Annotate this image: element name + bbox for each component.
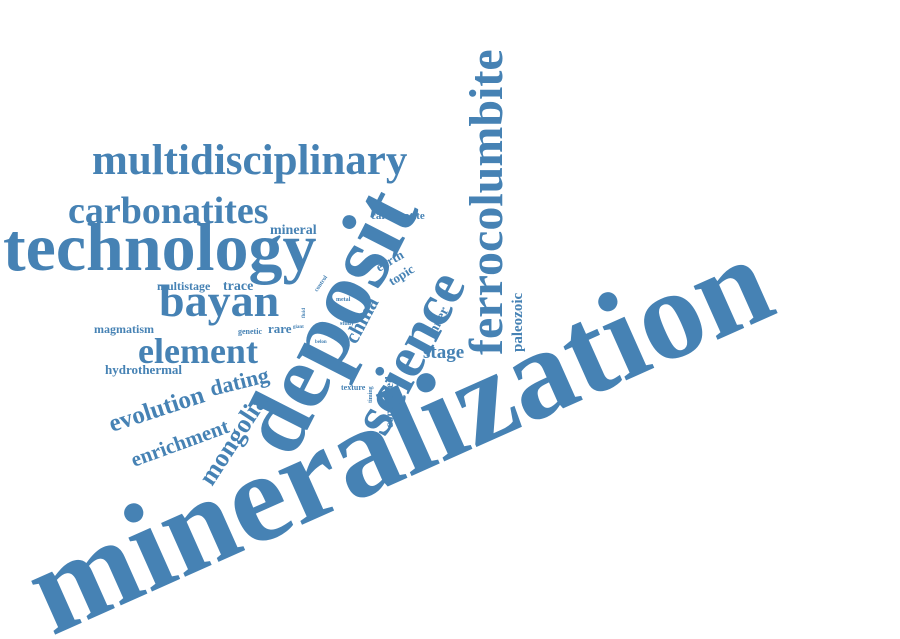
word-stage: stage (423, 342, 464, 363)
word-mineral: mineral (270, 223, 317, 238)
word-ferrocolumbite: ferrocolumbite (460, 49, 513, 355)
word-hydrothermal: hydrothermal (105, 362, 182, 377)
word-carbonatites: carbonatites (68, 190, 269, 232)
word-metal: metal (336, 297, 351, 303)
word-controlled: controlled (382, 376, 396, 428)
word-multidisciplinary: multidisciplinary (92, 137, 408, 184)
word-element: element (138, 331, 258, 371)
word-timing: timing (368, 386, 374, 403)
word-texture: texture (341, 383, 366, 392)
word-carbonatite: carbonatite (371, 210, 425, 222)
word-technology: technology (3, 209, 317, 285)
word-trace: trace (223, 279, 253, 294)
word-giant: giant (293, 325, 304, 330)
word-multistage: multistage (157, 279, 211, 293)
word-bayan: bayan (159, 275, 279, 326)
word-paleozoic: paleozoic (510, 293, 526, 352)
word-genetic: genetic (238, 327, 262, 336)
word-study: study (340, 321, 354, 327)
word-fluid: fluid (302, 308, 307, 318)
word-magmatism: magmatism (94, 322, 154, 336)
word-rare: rare (268, 321, 292, 336)
word-belon: belon (315, 340, 327, 345)
